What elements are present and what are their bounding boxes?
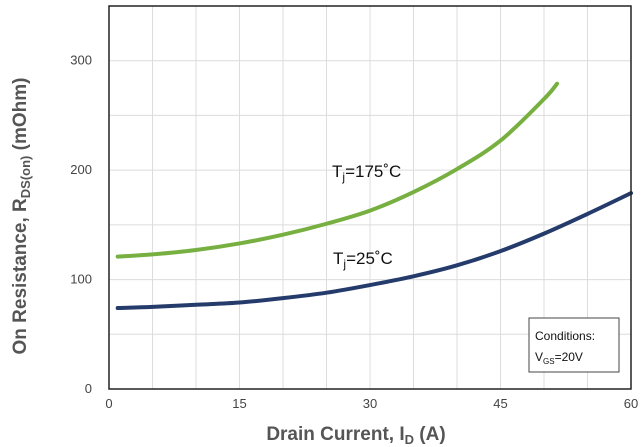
conditions-vgs-value: =20V <box>555 350 583 364</box>
curve-label-25c-main: T <box>333 249 343 268</box>
curves <box>115 81 633 311</box>
conditions-title: Conditions: <box>535 329 595 343</box>
x-tick-label: 60 <box>624 396 638 411</box>
curve-label-25c-value: =25˚C <box>346 249 393 268</box>
curve-label-175c: Tj=175˚C <box>332 162 401 184</box>
gridlines <box>109 6 631 389</box>
curve-label-175c-main: T <box>332 162 342 181</box>
curve-label-175c-sub: j <box>341 170 345 184</box>
conditions-vgs-sub: GS <box>543 357 555 366</box>
conditions-vgs-main: V <box>535 350 543 364</box>
x-axis-title-main: Drain Current, I <box>266 424 404 445</box>
plot-frame <box>108 5 632 390</box>
curve-tj-25c <box>115 191 633 311</box>
x-tick-labels: 0 15 30 45 60 <box>105 396 638 411</box>
curve-label-25c: Tj=25˚C <box>333 249 393 271</box>
conditions-vgs: VGS=20V <box>535 350 583 366</box>
y-tick-label: 100 <box>70 272 92 287</box>
y-tick-label: 0 <box>85 381 92 396</box>
y-axis-title-sub: DS(on) <box>18 156 33 199</box>
x-tick-label: 30 <box>363 396 377 411</box>
curve-label-25c-sub: j <box>342 257 346 271</box>
x-tick-label: 15 <box>232 396 246 411</box>
curve-label-175c-value: =175˚C <box>345 162 401 181</box>
x-axis-title-sub: D <box>405 432 414 447</box>
y-tick-labels: 0 100 200 300 <box>70 53 92 396</box>
x-tick-label: 45 <box>493 396 507 411</box>
x-axis-title-unit: (A) <box>414 424 446 445</box>
y-tick-label: 200 <box>70 162 92 177</box>
x-tick-label: 0 <box>105 396 112 411</box>
y-tick-label: 300 <box>70 53 92 68</box>
conditions-box <box>528 317 620 373</box>
x-axis-title: Drain Current, ID (A) <box>266 424 445 447</box>
y-axis-title-unit: (mOhm) <box>10 78 31 156</box>
y-axis-title-main: On Resistance, R <box>10 198 31 355</box>
y-axis-title: On Resistance, RDS(on) (mOhm) <box>10 78 33 355</box>
curve-tj-175c <box>115 81 560 259</box>
